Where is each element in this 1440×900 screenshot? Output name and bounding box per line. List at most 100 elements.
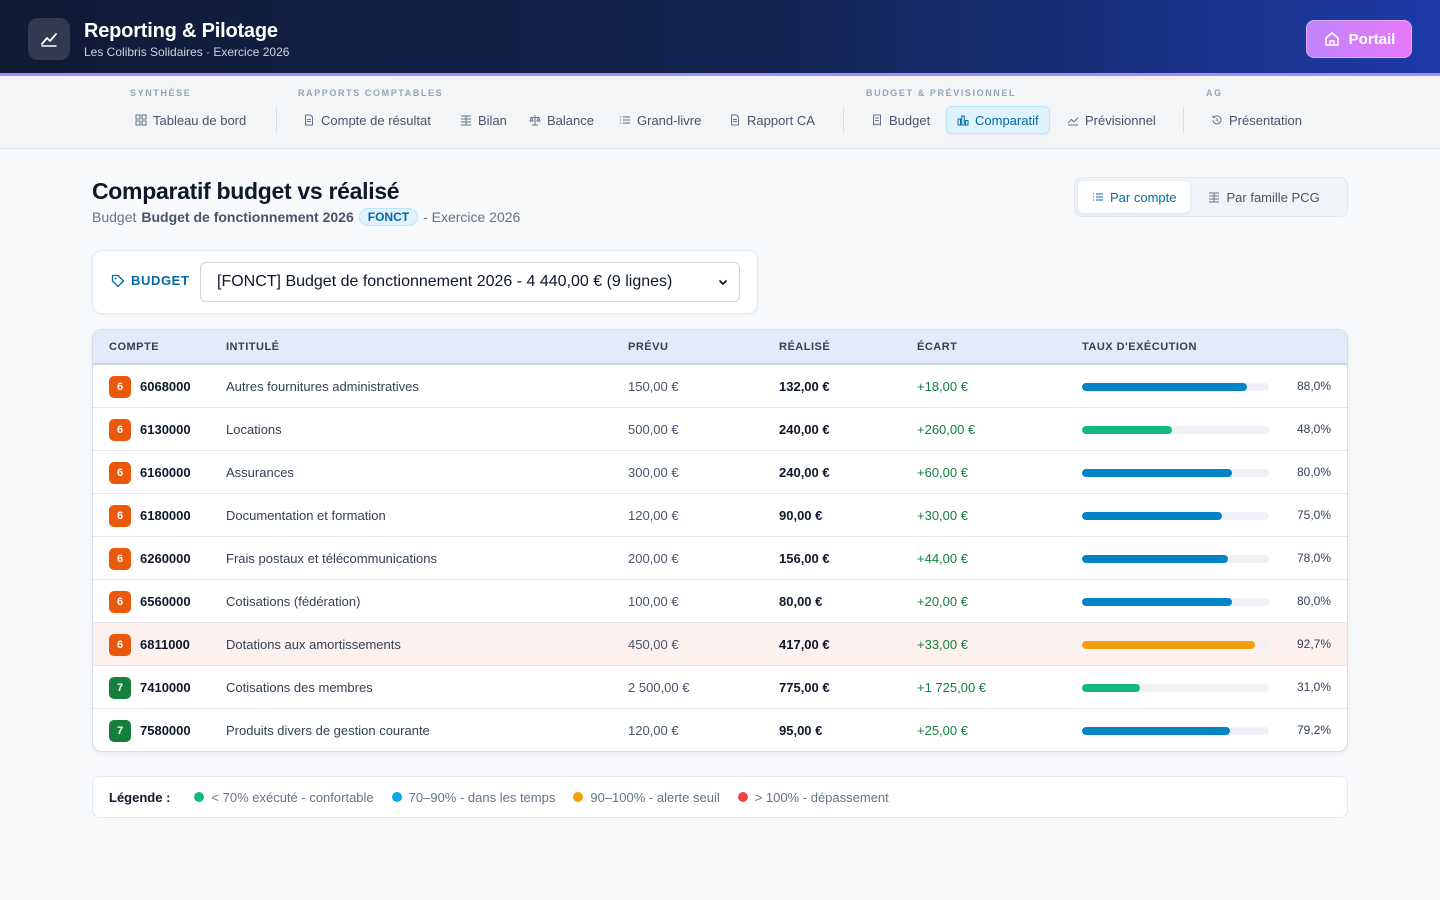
table-row[interactable]: 7 7580000 Produits divers de gestion coura… — [93, 709, 1347, 751]
list-icon — [1093, 193, 1103, 201]
planned-amount: 120,00 € — [628, 723, 679, 738]
account-number: 6811000 — [140, 637, 190, 652]
planned-amount: 200,00 € — [628, 551, 679, 566]
nav-item-bilan[interactable]: Bilan — [450, 106, 517, 134]
legend-item-comfortable: < 70% exécuté - confortable — [194, 790, 374, 805]
planned-amount: 100,00 € — [628, 594, 679, 609]
account-class-badge: 6 — [109, 376, 131, 398]
planned-amount: 2 500,00 € — [628, 680, 690, 695]
nav-item-tableau-de-bord[interactable]: Tableau de bord — [125, 106, 256, 134]
nav-item-comparatif[interactable]: Comparatif — [946, 106, 1050, 134]
table-row[interactable]: 6 6160000 Assurances 300,00 € 240,00 € +60,00… — [93, 451, 1347, 494]
nav-item-compte-de-resultat[interactable]: Compte de résultat — [293, 106, 441, 134]
table-row[interactable]: 7 7410000 Cotisations des membres 2 500,00 … — [93, 666, 1347, 709]
table-row[interactable]: 6 6260000 Frais postaux et télécommunicati… — [93, 537, 1347, 580]
execution-rate: 80,0% — [1296, 465, 1331, 479]
col-ecart: ÉCART — [917, 341, 958, 353]
portal-button[interactable]: Portail — [1306, 20, 1412, 58]
nav-item-budget[interactable]: Budget — [861, 106, 940, 134]
col-taux: TAUX D'EXÉCUTION — [1082, 341, 1197, 353]
account-class-badge: 6 — [109, 462, 131, 484]
app-title: Reporting & Pilotage — [84, 20, 278, 42]
account-label: Produits divers de gestion courante — [226, 723, 430, 738]
actual-amount: 417,00 € — [779, 637, 830, 652]
execution-progress-bar — [1082, 383, 1269, 391]
account-class-badge: 7 — [109, 720, 131, 742]
nav-item-presentation[interactable]: Présentation — [1201, 106, 1312, 134]
account-label: Dotations aux amortissements — [226, 637, 401, 652]
actual-amount: 95,00 € — [779, 723, 823, 738]
table-row[interactable]: 6 6560000 Cotisations (fédération) 100,00 €… — [93, 580, 1347, 623]
execution-progress-fill — [1082, 598, 1232, 606]
account-class-badge: 6 — [109, 548, 131, 570]
budget-select[interactable]: [FONCT] Budget de fonctionnement 2026 - … — [200, 262, 740, 302]
variance-amount: +44,00 € — [917, 551, 968, 566]
table-row[interactable]: 6 6130000 Locations 500,00 € 240,00 € +260,00… — [93, 408, 1347, 451]
col-realise: RÉALISÉ — [779, 341, 831, 353]
table-header: COMPTE INTITULÉ PRÉVU RÉALISÉ ÉCART TAUX… — [93, 330, 1347, 365]
execution-progress-bar — [1082, 555, 1269, 563]
nav-item-grand-livre[interactable]: Grand-livre — [609, 106, 711, 134]
execution-progress-fill — [1082, 426, 1172, 434]
col-compte: COMPTE — [109, 341, 160, 353]
table-row[interactable]: 6 6068000 Autres fournitures administrativ… — [93, 365, 1347, 408]
execution-rate: 80,0% — [1296, 594, 1331, 608]
execution-progress-bar — [1082, 512, 1269, 520]
variance-amount: +60,00 € — [917, 465, 968, 480]
variance-amount: +18,00 € — [917, 379, 968, 394]
variance-amount: +30,00 € — [917, 508, 968, 523]
budget-label: BUDGET — [111, 273, 190, 288]
app-subtitle: Les Colibris Solidaires · Exercice 2026 — [84, 45, 290, 59]
execution-progress-fill — [1082, 383, 1247, 391]
nav-item-previsionnel[interactable]: Prévisionnel — [1057, 106, 1166, 134]
account-label: Frais postaux et télécommunications — [226, 551, 437, 566]
planned-amount: 500,00 € — [628, 422, 679, 437]
chart-line-icon — [28, 18, 70, 60]
view-toggle: Par compte Par famille PCG — [1074, 177, 1348, 217]
nav-group-rapports: RAPPORTS COMPTABLES — [298, 88, 444, 98]
comparison-table: COMPTE INTITULÉ PRÉVU RÉALISÉ ÉCART TAUX… — [92, 329, 1348, 752]
legend-title: Légende : — [109, 789, 171, 805]
table-row[interactable]: 6 6811000 Dotations aux amortissements 450,… — [93, 623, 1347, 666]
table-row[interactable]: 6 6180000 Documentation et formation 120,00… — [93, 494, 1347, 537]
account-label: Assurances — [226, 465, 294, 480]
planned-amount: 150,00 € — [628, 379, 679, 394]
account-label: Cotisations (fédération) — [226, 594, 361, 609]
account-class-badge: 6 — [109, 505, 131, 527]
page-title: Comparatif budget vs réalisé — [92, 178, 400, 204]
account-number: 6160000 — [140, 465, 191, 480]
grid-icon — [135, 114, 147, 126]
nav-divider — [276, 108, 277, 132]
nav-item-balance[interactable]: Balance — [519, 106, 604, 134]
account-number: 6560000 — [140, 594, 191, 609]
account-class-badge: 6 — [109, 634, 131, 656]
variance-amount: +260,00 € — [917, 422, 976, 437]
subtitle-suffix: - Exercice 2026 — [423, 209, 521, 225]
budget-code-badge: FONCT — [358, 208, 419, 226]
account-label: Autres fournitures administratives — [226, 379, 419, 394]
view-by-account-button[interactable]: Par compte — [1078, 181, 1191, 213]
execution-rate: 31,0% — [1296, 680, 1331, 694]
execution-progress-bar — [1082, 727, 1269, 735]
budget-name: Budget de fonctionnement 2026 — [141, 209, 354, 225]
actual-amount: 156,00 € — [779, 551, 830, 566]
nav-group-ag: AG — [1206, 88, 1223, 98]
page-subtitle: Budget Budget de fonctionnement 2026 FON… — [92, 208, 520, 226]
nav-item-rapport-ca[interactable]: Rapport CA — [719, 106, 825, 134]
columns-icon — [461, 115, 471, 126]
execution-progress-bar — [1082, 641, 1269, 649]
execution-rate: 92,7% — [1296, 637, 1331, 651]
execution-progress-bar — [1082, 684, 1269, 692]
execution-progress-fill — [1082, 512, 1223, 520]
account-label: Locations — [226, 422, 282, 437]
view-by-family-button[interactable]: Par famille PCG — [1194, 181, 1333, 213]
legend-item-overrun: > 100% - dépassement — [737, 790, 889, 805]
planned-amount: 450,00 € — [628, 637, 679, 652]
variance-amount: +1 725,00 € — [917, 680, 987, 695]
account-class-badge: 6 — [109, 419, 131, 441]
app-header: Reporting & Pilotage Les Colibris Solida… — [0, 0, 1440, 76]
bar-chart-icon — [957, 115, 969, 126]
actual-amount: 775,00 € — [779, 680, 830, 695]
execution-rate: 78,0% — [1296, 551, 1331, 565]
execution-progress-bar — [1082, 469, 1269, 477]
